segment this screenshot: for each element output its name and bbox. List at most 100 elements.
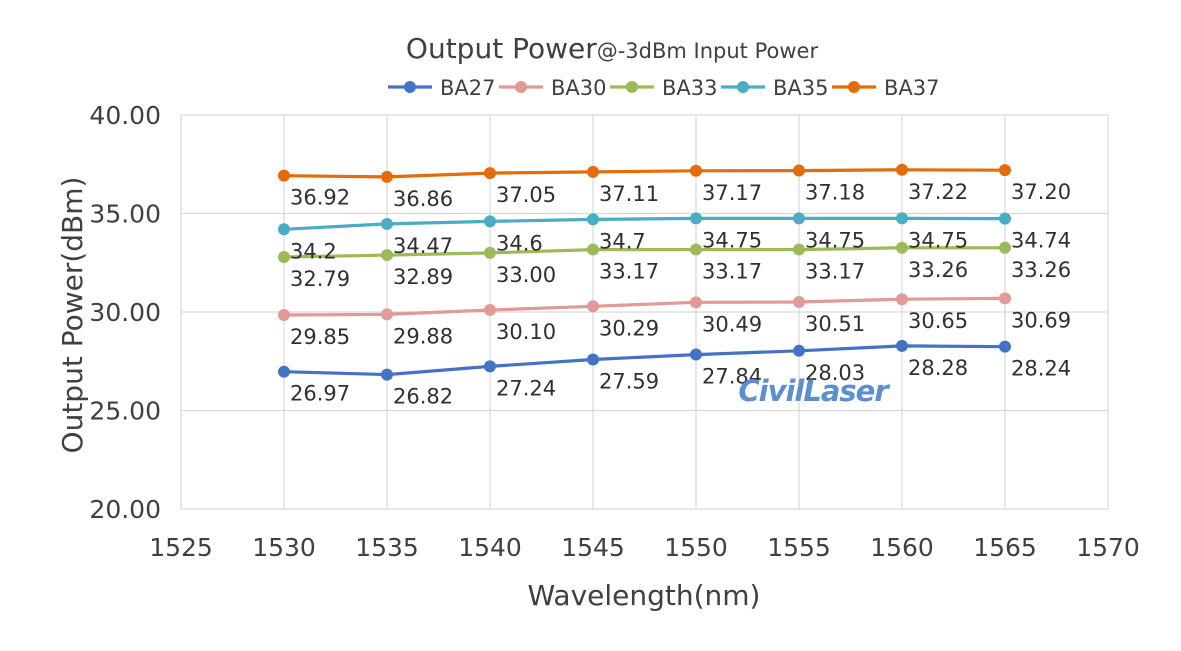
y-axis-ticks: 20.00 25.00 30.00 35.00 40.00 (89, 101, 161, 524)
data-point-ba27 (896, 339, 908, 352)
data-label-ba37: 37.17 (702, 181, 762, 205)
data-point-ba27 (381, 368, 393, 381)
data-label-ba27: 26.82 (393, 385, 453, 409)
data-labels: 26.97 26.82 27.24 27.59 27.84 28.03 28.28 28.24… (290, 180, 1071, 409)
data-label-ba35: 34.2 (290, 239, 337, 263)
series-group (278, 163, 1011, 381)
chart-title: Output Power@-3dBm Input Power (406, 32, 819, 65)
legend-label-ba27: BA27 (440, 76, 496, 100)
legend-marker-ba30 (515, 81, 527, 93)
data-label-ba27: 27.84 (702, 365, 762, 389)
data-point-ba27 (484, 360, 496, 373)
data-point-ba37 (381, 170, 393, 183)
data-point-ba37 (587, 165, 599, 178)
data-label-ba37: 36.92 (290, 186, 350, 210)
y-tick-label: 35.00 (89, 200, 161, 229)
data-label-ba27: 28.28 (908, 356, 968, 380)
data-point-ba30 (278, 308, 290, 321)
series-line-ba33 (283, 246, 1005, 259)
series-line-ba30 (283, 296, 1006, 317)
data-point-ba37 (278, 169, 290, 182)
legend-label-ba37: BA37 (884, 76, 940, 100)
x-tick-label: 1525 (149, 533, 213, 562)
data-label-ba33: 32.89 (393, 265, 453, 289)
data-label-ba27: 27.59 (599, 369, 659, 393)
data-point-ba30 (690, 296, 702, 309)
data-point-ba35 (381, 217, 393, 230)
data-point-ba37 (484, 167, 496, 180)
data-point-ba35 (278, 223, 290, 236)
data-label-ba30: 30.29 (599, 316, 659, 340)
data-label-ba37: 37.20 (1011, 180, 1071, 204)
data-point-ba30 (381, 308, 393, 321)
data-label-ba27: 28.03 (805, 361, 865, 385)
data-point-ba35 (484, 215, 496, 228)
y-tick-label: 30.00 (89, 298, 161, 327)
data-label-ba30: 29.85 (290, 325, 350, 349)
data-label-ba30: 30.69 (1011, 308, 1071, 332)
data-label-ba33: 32.79 (290, 267, 350, 291)
x-tick-label: 1550 (664, 533, 728, 562)
data-point-ba33 (484, 246, 496, 259)
data-point-ba35 (587, 213, 599, 226)
data-point-ba30 (484, 304, 496, 317)
legend-label-ba33: BA33 (662, 76, 718, 100)
x-tick-label: 1545 (561, 533, 625, 562)
data-point-ba37 (793, 164, 805, 177)
data-point-ba30 (793, 295, 805, 308)
x-tick-label: 1540 (458, 533, 522, 562)
data-point-ba30 (587, 300, 599, 313)
data-label-ba35: 34.75 (908, 228, 968, 252)
data-label-ba33: 33.26 (908, 258, 968, 282)
y-tick-label: 25.00 (89, 397, 161, 426)
data-label-ba33: 33.00 (496, 263, 556, 287)
x-axis-ticks: 1525 1530 1535 1540 1545 1550 1555 1560 1565 1570 (149, 533, 1140, 562)
data-point-ba33 (381, 249, 393, 262)
data-label-ba30: 30.49 (702, 312, 762, 336)
data-point-ba33 (999, 241, 1011, 254)
data-point-ba33 (793, 243, 805, 256)
data-label-ba35: 34.75 (805, 228, 865, 252)
data-label-ba27: 26.97 (290, 382, 350, 406)
data-label-ba37: 36.86 (393, 187, 453, 211)
data-label-ba27: 28.24 (1011, 357, 1071, 381)
data-label-ba30: 30.51 (805, 312, 865, 336)
data-point-ba33 (278, 251, 290, 264)
data-label-ba33: 33.17 (599, 260, 659, 284)
data-label-ba37: 37.22 (908, 180, 968, 204)
data-label-ba37: 37.11 (599, 182, 659, 206)
data-label-ba27: 27.24 (496, 376, 556, 400)
data-label-ba35: 34.75 (702, 228, 762, 252)
legend-label-ba30: BA30 (551, 76, 607, 100)
x-tick-label: 1570 (1076, 533, 1140, 562)
data-label-ba35: 34.7 (599, 229, 646, 253)
series-line-ba37 (283, 168, 1006, 179)
data-point-ba30 (999, 292, 1011, 305)
data-point-ba27 (793, 344, 805, 357)
x-tick-label: 1565 (973, 533, 1037, 562)
series-line-ba35 (283, 216, 1006, 231)
y-axis-title: Output Power(dBm) (56, 177, 89, 454)
legend-marker-ba35 (737, 81, 749, 93)
legend-marker-ba33 (626, 81, 638, 93)
data-label-ba30: 30.10 (496, 320, 556, 344)
series-line-ba27 (283, 344, 1006, 377)
x-tick-label: 1560 (870, 533, 934, 562)
watermark-logo: CivilLaser (738, 374, 890, 408)
data-point-ba33 (587, 243, 599, 256)
data-point-ba35 (896, 212, 908, 225)
data-point-ba35 (793, 212, 805, 225)
data-label-ba30: 30.65 (908, 309, 968, 333)
data-label-ba35: 34.6 (496, 231, 543, 255)
x-tick-label: 1535 (355, 533, 419, 562)
data-point-ba37 (690, 164, 702, 177)
data-point-ba33 (690, 243, 702, 256)
data-label-ba30: 29.88 (393, 324, 453, 348)
y-tick-label: 40.00 (89, 101, 161, 130)
data-label-ba33: 33.26 (1011, 258, 1071, 282)
legend-label-ba35: BA35 (773, 76, 829, 100)
x-axis-title: Wavelength(nm) (528, 579, 761, 612)
data-point-ba30 (896, 293, 908, 306)
legend-marker-ba27 (404, 81, 416, 93)
